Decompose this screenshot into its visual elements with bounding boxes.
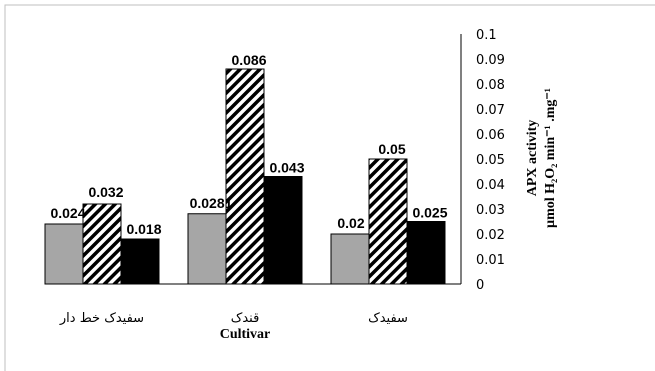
y-tick-label-10: 0.1 [476, 28, 497, 43]
bar-0-series-1 [82, 203, 122, 285]
bar-1-series-2 [263, 176, 303, 285]
y-tick-label-6: 0.06 [476, 128, 505, 143]
x-axis-title: Cultivar [220, 327, 271, 342]
category-label-1: قندک [231, 311, 260, 326]
y-tick-label-9: 0.09 [476, 53, 505, 68]
bar-2-series-2 [406, 221, 446, 285]
y-axis-title: APX activity µmol H₂O₂ min⁻¹ .mg⁻¹ [525, 88, 558, 228]
bar-1-series-1 [225, 68, 265, 285]
bar-2-series-0 [330, 233, 370, 285]
bar-0-series-0 [44, 223, 84, 285]
category-label-2: سفیدک [368, 311, 408, 326]
y-tick-label-7: 0.07 [476, 103, 505, 118]
y-tick-label-1: 0.01 [476, 253, 505, 268]
y-axis-title-line1: APX activity [525, 120, 540, 197]
data-label-1-series-2: 0.043 [269, 160, 304, 176]
y-tick-labels: 0 0.01 0.02 0.03 0.04 0.05 0.06 0.07 0.08 0.09 0.1 [476, 28, 505, 293]
category-label-0: سفیدک خط دار [59, 311, 144, 326]
y-tick-label-2: 0.02 [476, 228, 505, 243]
y-tick-label-8: 0.08 [476, 78, 505, 93]
data-label-0-series-2: 0.018 [126, 221, 161, 237]
chart-border [4, 4, 655, 371]
bar-2-series-1 [368, 158, 408, 285]
y-tick-label-4: 0.04 [476, 178, 505, 193]
data-label-1-series-0: 0.0281 [190, 195, 233, 211]
data-label-2-series-0: 0.02 [337, 215, 364, 231]
y-tick-label-3: 0.03 [476, 203, 505, 218]
bars-layer [44, 68, 446, 285]
y-tick-label-5: 0.05 [476, 153, 505, 168]
data-label-0-series-0: 0.024 [50, 205, 85, 221]
data-label-0-series-1: 0.032 [88, 184, 123, 200]
data-label-2-series-1: 0.05 [378, 141, 405, 157]
bar-1-series-0 [187, 213, 227, 285]
y-axis-title-line2: µmol H₂O₂ min⁻¹ .mg⁻¹ [543, 88, 558, 228]
bar-0-series-2 [120, 238, 160, 285]
data-label-2-series-2: 0.025 [412, 205, 447, 221]
category-labels: سفیدک خط دار قندک سفیدک [59, 311, 408, 326]
y-tick-label-0: 0 [476, 278, 484, 293]
data-label-1-series-1: 0.086 [231, 52, 266, 68]
